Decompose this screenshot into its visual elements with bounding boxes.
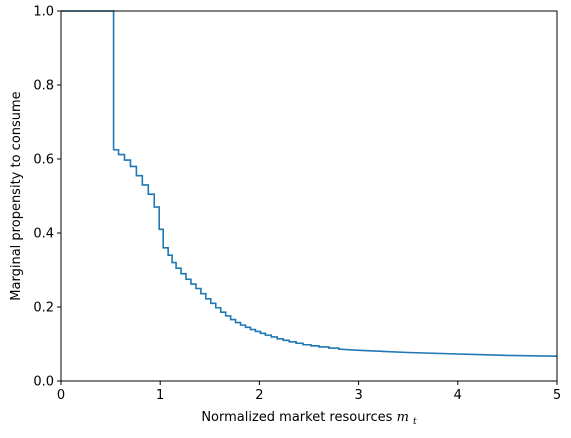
x-tick-label: 2 <box>255 388 263 403</box>
x-axis-label: Normalized market resources m t <box>201 410 417 427</box>
x-axis-label-text: Normalized market resources <box>201 410 392 425</box>
y-tick-label: 1.0 <box>33 5 54 20</box>
x-tick-label: 3 <box>354 388 362 403</box>
x-axis-ticks: 0 1 2 3 4 5 <box>57 381 561 403</box>
y-axis-label: Marginal propensity to consume <box>9 91 24 300</box>
y-tick-label: 0.8 <box>33 79 54 94</box>
y-tick-label: 0.2 <box>33 301 54 316</box>
y-axis-ticks: 0.0 0.2 0.4 0.6 0.8 1.0 <box>33 5 61 390</box>
x-tick-label: 0 <box>57 388 65 403</box>
x-axis-label-math: m <box>397 410 409 425</box>
x-tick-label: 1 <box>156 388 164 403</box>
y-tick-label: 0.4 <box>33 227 54 242</box>
axes-frame <box>60 10 558 382</box>
x-tick-label: 5 <box>553 388 561 403</box>
x-tick-label: 4 <box>454 388 462 403</box>
plot-area <box>61 10 558 358</box>
y-tick-label: 0.0 <box>33 375 54 390</box>
y-tick-label: 0.6 <box>33 153 54 168</box>
x-axis-label-math-sub: t <box>413 417 417 427</box>
series-line-0 <box>61 10 558 358</box>
